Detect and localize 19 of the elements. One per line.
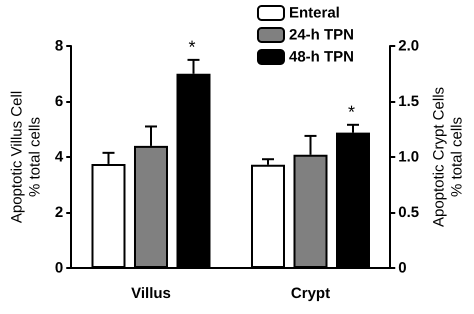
y-tick-label: 2 [54,204,64,221]
y-axis-title: Apoptotic Villus Cell % total cells [8,90,44,224]
y-tick-label: 6 [54,93,64,110]
y2-tick-label: 0.5 [398,204,420,221]
y-tick-label: 4 [54,148,64,166]
annotation: * [348,102,356,122]
annotation: * [188,36,196,57]
y2-tick-label: 1.0 [398,148,420,166]
y-tick-label: 0 [54,260,64,276]
x-tick-label: Crypt [290,285,330,302]
legend-label: 48-h TPN [288,48,354,66]
y2-tick-label: 1.5 [398,93,420,110]
y2-tick-label: 0 [398,260,407,276]
y2-axis-title: Apoptotic Crypt Cells % total cells [430,86,466,228]
x-tick-label: Villus [131,285,171,302]
y2-tick-label: 2.0 [398,38,420,54]
legend-label: 24-h TPN [288,26,354,44]
legend-label: Enteral [288,4,340,22]
y-tick-label: 8 [54,38,64,54]
